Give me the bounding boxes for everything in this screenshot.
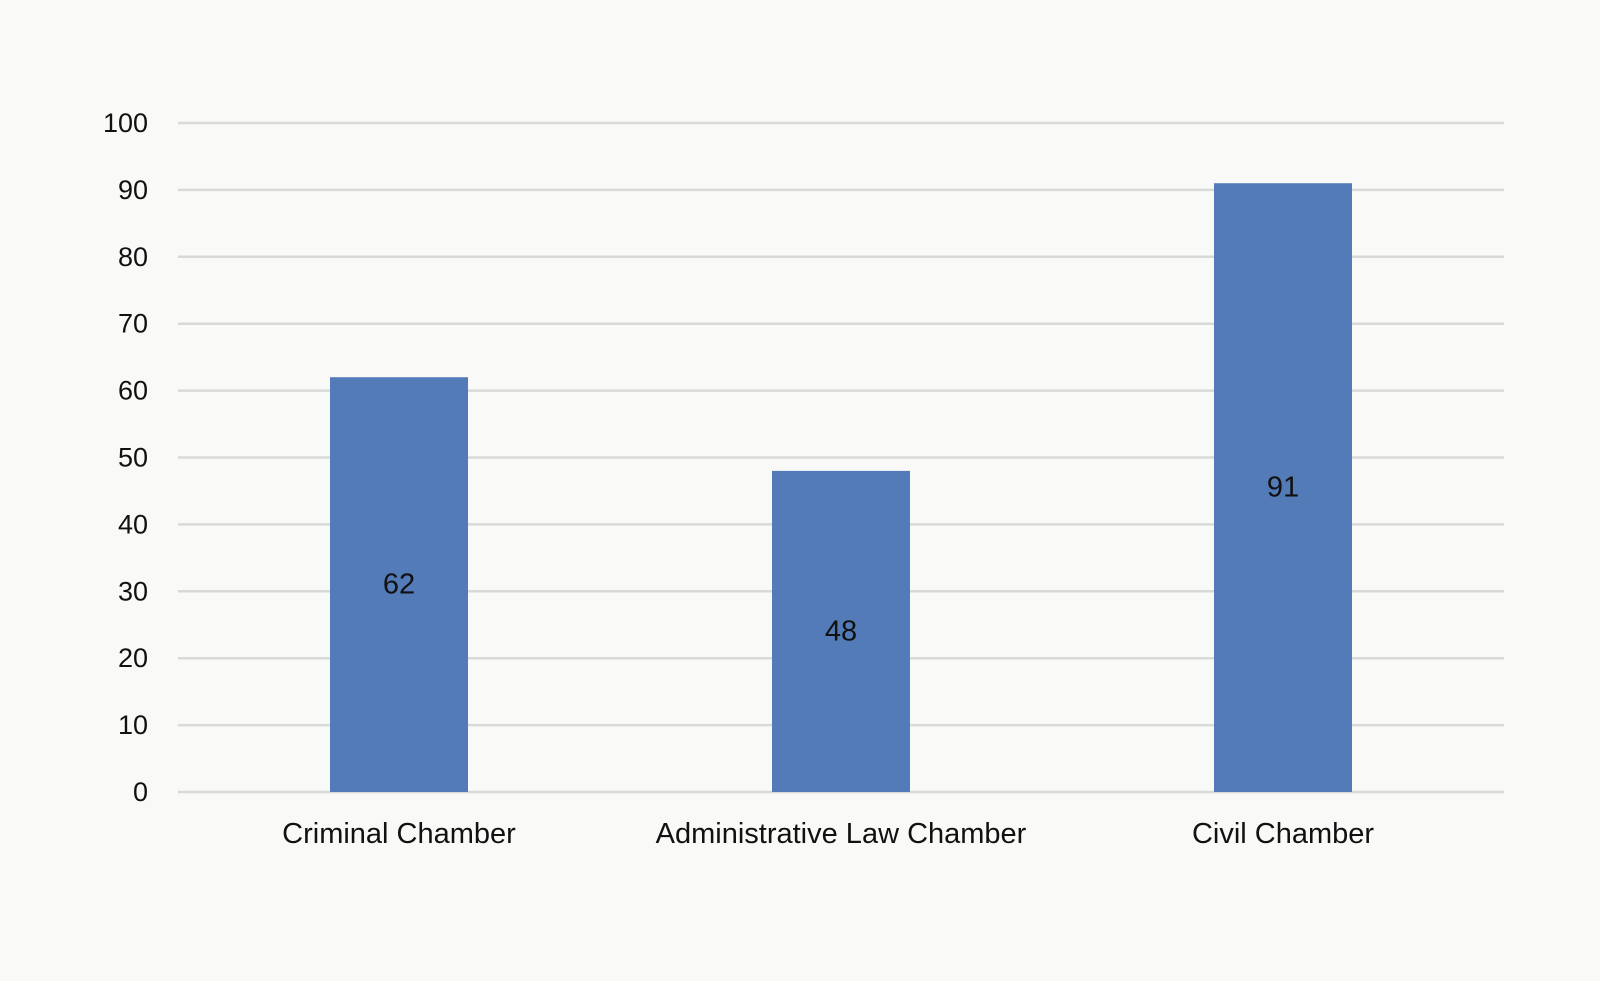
- y-axis-tick-labels: 0 10 20 30 40 50 60 70 80 90 100: [103, 108, 148, 807]
- data-label-1: 62: [383, 569, 415, 601]
- y-tick-label-90: 90: [118, 175, 148, 205]
- x-category-label-1: Criminal Chamber: [282, 818, 516, 850]
- x-axis-category-labels: Criminal Chamber Administrative Law Chamb…: [282, 818, 1374, 850]
- y-tick-label-100: 100: [103, 108, 148, 138]
- bar-1: [330, 377, 468, 792]
- x-category-label-2: Administrative Law Chamber: [656, 818, 1027, 850]
- y-tick-label-20: 20: [118, 643, 148, 673]
- y-tick-label-50: 50: [118, 443, 148, 473]
- y-tick-label-10: 10: [118, 710, 148, 740]
- y-tick-label-30: 30: [118, 576, 148, 606]
- y-tick-label-60: 60: [118, 376, 148, 406]
- bars: [330, 183, 1352, 792]
- data-labels: 62 48 91: [383, 472, 1299, 648]
- data-label-2: 48: [825, 615, 857, 647]
- bar-3: [1214, 183, 1352, 792]
- bar-2: [772, 470, 910, 792]
- y-tick-label-0: 0: [133, 777, 148, 807]
- y-tick-label-80: 80: [118, 242, 148, 272]
- data-label-3: 91: [1267, 472, 1299, 504]
- x-category-label-3: Civil Chamber: [1192, 818, 1374, 850]
- y-tick-label-40: 40: [118, 509, 148, 539]
- y-tick-label-70: 70: [118, 309, 148, 339]
